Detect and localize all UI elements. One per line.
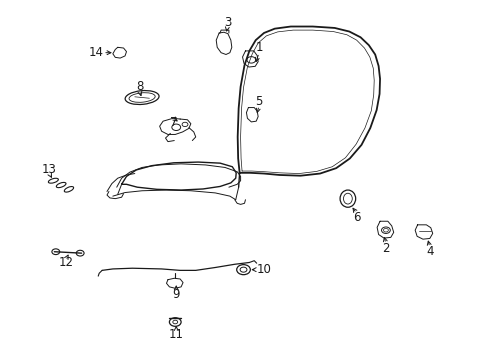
Text: 1: 1 — [255, 41, 263, 54]
Text: 9: 9 — [172, 288, 180, 301]
Text: 6: 6 — [352, 211, 360, 224]
Text: 5: 5 — [255, 95, 262, 108]
Text: 13: 13 — [42, 163, 57, 176]
Text: 3: 3 — [224, 16, 231, 29]
Text: 8: 8 — [136, 80, 143, 93]
Text: 14: 14 — [88, 46, 103, 59]
Text: 2: 2 — [382, 242, 389, 255]
Text: 10: 10 — [256, 263, 271, 276]
Text: 7: 7 — [170, 116, 177, 129]
Text: 12: 12 — [59, 256, 74, 269]
Text: 11: 11 — [168, 328, 183, 341]
Text: 4: 4 — [425, 245, 433, 258]
